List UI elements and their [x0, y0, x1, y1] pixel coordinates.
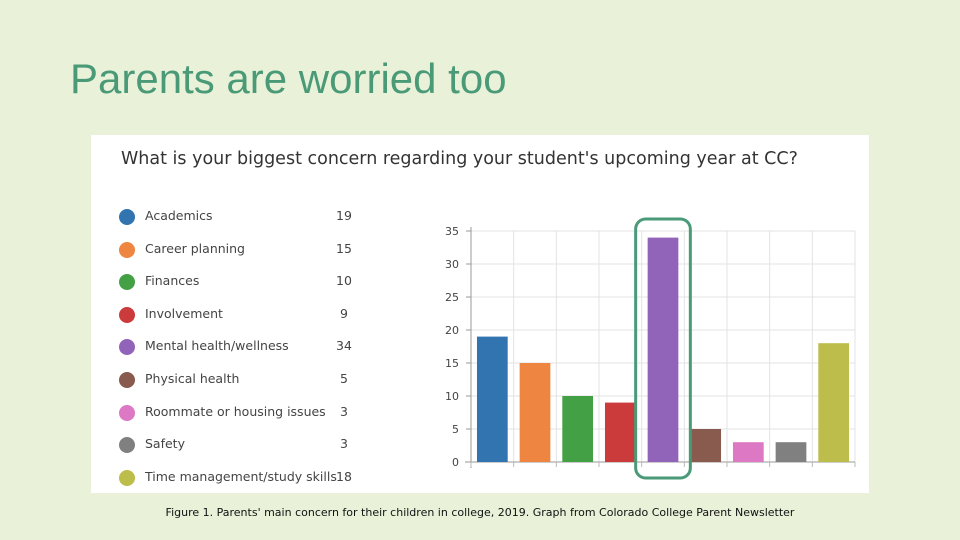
y-tick-label: 35	[445, 225, 459, 238]
legend-item: Time management/study skills 18	[119, 466, 359, 499]
legend-label: Roommate or housing issues	[145, 403, 326, 419]
bar	[562, 396, 594, 462]
slide-title: Parents are worried too	[70, 55, 507, 102]
legend-count: 15	[336, 240, 352, 256]
legend-label: Career planning	[145, 240, 245, 256]
chart-legend: Academics 19 Career planning 15 Finances 10 In…	[119, 205, 359, 498]
legend-swatch	[119, 274, 135, 291]
highlight-box	[634, 217, 692, 480]
legend-item: Academics 19	[119, 205, 359, 238]
bar	[818, 343, 850, 462]
legend-swatch	[119, 241, 135, 258]
y-tick-label: 20	[445, 324, 459, 337]
legend-swatch	[119, 306, 135, 323]
legend-label: Finances	[145, 273, 200, 289]
bar	[647, 237, 679, 462]
legend-swatch	[119, 437, 135, 454]
legend-count: 34	[336, 338, 352, 354]
bar	[519, 363, 551, 462]
legend-item: Roommate or housing issues 3	[119, 401, 359, 434]
y-tick-label: 0	[452, 456, 459, 469]
legend-count: 19	[336, 208, 352, 223]
bar	[690, 429, 722, 462]
bar	[604, 402, 636, 462]
legend-swatch	[119, 404, 135, 421]
legend-swatch	[119, 371, 135, 388]
legend-item: Safety 3	[119, 433, 359, 466]
legend-label: Academics	[145, 208, 213, 223]
legend-swatch	[119, 469, 135, 486]
legend-item: Mental health/wellness 34	[119, 335, 359, 368]
legend-count: 10	[336, 273, 352, 289]
legend-label: Involvement	[145, 305, 223, 321]
legend-item: Physical health 5	[119, 368, 359, 401]
legend-count: 9	[340, 305, 348, 321]
legend-label: Physical health	[145, 370, 240, 386]
y-tick-label: 10	[445, 390, 459, 403]
y-tick-label: 30	[445, 258, 459, 271]
y-tick-label: 15	[445, 357, 459, 370]
legend-item: Finances 10	[119, 270, 359, 303]
legend-count: 5	[340, 370, 348, 386]
legend-label: Safety	[145, 436, 185, 452]
legend-count: 3	[340, 436, 348, 452]
legend-label: Mental health/wellness	[145, 338, 289, 354]
y-tick-label: 5	[452, 423, 459, 436]
bar	[732, 442, 764, 462]
chart-question: What is your biggest concern regarding y…	[121, 149, 798, 169]
bar	[476, 336, 508, 462]
legend-swatch	[119, 209, 135, 225]
legend-item: Involvement 9	[119, 303, 359, 336]
figure-caption: Figure 1. Parents' main concern for thei…	[165, 506, 795, 519]
legend-item: Career planning 15	[119, 238, 359, 271]
bar-chart: 0 5 10 15 20 25 30 35	[445, 217, 856, 480]
y-tick-label: 25	[445, 291, 459, 304]
legend-count: 18	[336, 468, 352, 484]
legend-label: Time management/study skills	[145, 468, 337, 484]
legend-count: 3	[340, 403, 348, 419]
chart-panel: What is your biggest concern regarding y…	[91, 135, 869, 493]
legend-swatch	[119, 339, 135, 356]
bar	[775, 442, 807, 462]
